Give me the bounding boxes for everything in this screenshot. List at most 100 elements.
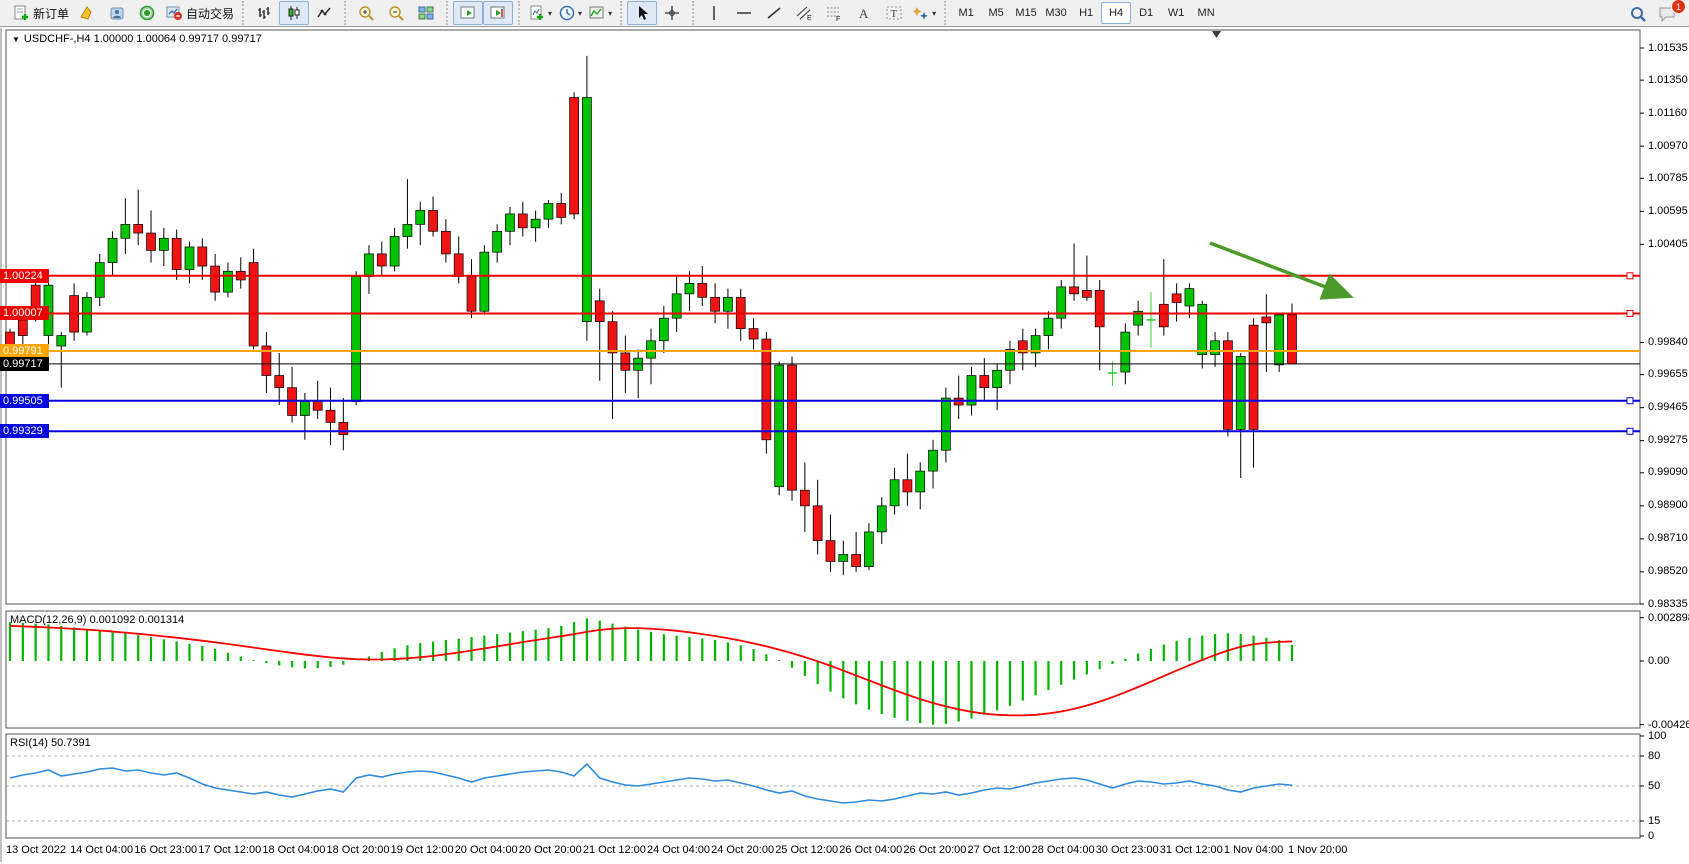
candle-body xyxy=(338,422,349,435)
candle-body xyxy=(210,265,220,293)
rsi-axis-label: 0 xyxy=(1648,829,1655,842)
candle-body xyxy=(1171,293,1182,303)
auto-scroll-button[interactable] xyxy=(453,1,484,25)
chat-badge: 1 xyxy=(1671,0,1686,14)
chart-canvas[interactable] xyxy=(0,28,1689,864)
line-price-label: 1.00007 xyxy=(0,306,49,321)
timeframe-button-m15[interactable]: M15 xyxy=(1015,7,1037,19)
text-icon: A xyxy=(855,4,873,22)
market-watch-button[interactable] xyxy=(72,1,102,25)
line-handle[interactable] xyxy=(1626,397,1634,405)
price-axis-label: 1.01350 xyxy=(1648,73,1688,86)
macd-axis-label: 0.002898 xyxy=(1648,611,1689,624)
candle-body xyxy=(94,262,105,298)
bid-price-label: 0.99717 xyxy=(0,356,49,371)
search-button[interactable] xyxy=(1623,2,1653,26)
data-broadcast-button[interactable] xyxy=(132,1,162,25)
candle-body xyxy=(543,203,554,220)
chart-shift-marker[interactable] xyxy=(1212,31,1221,38)
vertical-line-button[interactable] xyxy=(699,1,729,25)
crosshair-button[interactable] xyxy=(657,1,687,25)
line-handle[interactable] xyxy=(1626,427,1634,435)
templates-button[interactable]: ▾ xyxy=(585,1,615,25)
candle-body xyxy=(915,470,926,493)
timeframe-button-h4[interactable]: H4 xyxy=(1101,2,1132,24)
bar-chart-button[interactable] xyxy=(249,1,279,25)
arrow-annotation[interactable] xyxy=(1209,241,1354,300)
candle-body xyxy=(992,369,1002,389)
text-button[interactable]: A xyxy=(849,1,879,25)
line-price-label: 0.99791 xyxy=(0,344,49,359)
chart-shift-button[interactable] xyxy=(483,1,514,25)
time-axis-label: 30 Oct 23:00 xyxy=(1095,844,1159,856)
bar-chart-icon xyxy=(255,4,273,22)
navigator-button[interactable] xyxy=(102,1,132,25)
time-axis-label: 13 Oct 2022 xyxy=(6,844,66,856)
time-axis-label: 28 Oct 04:00 xyxy=(1031,844,1095,856)
zoom-out-button[interactable] xyxy=(381,1,411,25)
price-axis-label: 1.00595 xyxy=(1648,204,1688,217)
cursor-icon xyxy=(633,4,651,22)
candle-body xyxy=(1158,303,1169,328)
toolbar-group xyxy=(620,1,690,25)
candle-body xyxy=(1261,316,1272,324)
candle-body xyxy=(56,335,67,347)
price-axis-label: 0.98710 xyxy=(1648,532,1688,545)
text-label-button[interactable]: T xyxy=(879,1,909,25)
candle-body xyxy=(530,218,541,229)
toolbar: 新订单 自动交易 ▾ ▾ ▾ E F A T ▾ M1 M5 M15 M30 H1 H4 D1 W1 MN 1 xyxy=(0,0,1689,27)
fibonacci-button[interactable]: F xyxy=(819,1,849,25)
candle-body xyxy=(1017,340,1028,354)
horizontal-line-button[interactable] xyxy=(729,1,759,25)
candle-body xyxy=(671,293,682,319)
timeframe-button-m1[interactable]: M1 xyxy=(958,7,974,19)
line-price-label: 1.00224 xyxy=(0,268,49,283)
arrows-button[interactable]: ▾ xyxy=(909,1,939,25)
indicators-button[interactable]: ▾ xyxy=(525,1,555,25)
periods-icon xyxy=(558,4,576,22)
data-broadcast-icon xyxy=(138,4,156,22)
candle-body xyxy=(1005,349,1015,371)
candle-body xyxy=(415,210,426,225)
cursor-button[interactable] xyxy=(627,1,658,25)
equidistant-channel-icon: E xyxy=(795,4,813,22)
candle-body xyxy=(825,540,836,562)
rsi-indicator-label: RSI(14) 50.7391 xyxy=(10,737,91,749)
line-chart-button[interactable] xyxy=(309,1,339,25)
candle-body xyxy=(864,531,874,567)
timeframe-group: M1 M5 M15 M30 H1 H4 D1 W1 MN xyxy=(944,1,1224,25)
dropdown-caret-icon: ▾ xyxy=(548,8,553,18)
rsi-axis-label: 50 xyxy=(1648,779,1661,792)
tile-windows-button[interactable] xyxy=(411,1,441,25)
candle-body xyxy=(902,479,913,493)
autotrading-button[interactable]: 自动交易 xyxy=(162,1,237,25)
candle-body xyxy=(684,283,695,295)
timeframe-button-d1[interactable]: D1 xyxy=(1139,7,1154,19)
candle-chart-button[interactable] xyxy=(279,1,310,25)
candle-body xyxy=(1043,317,1054,336)
line-handle[interactable] xyxy=(1626,272,1634,280)
candle-body xyxy=(428,210,438,232)
zoom-in-button[interactable] xyxy=(351,1,381,25)
candle-body xyxy=(492,230,503,253)
time-axis-label: 26 Oct 04:00 xyxy=(839,844,903,856)
time-axis-label: 18 Oct 20:00 xyxy=(326,844,390,856)
candle-body xyxy=(184,246,195,270)
timeframe-button-h1[interactable]: H1 xyxy=(1079,7,1094,19)
line-handle[interactable] xyxy=(1626,309,1634,317)
timeframe-button-mn[interactable]: MN xyxy=(1197,7,1215,19)
timeframe-button-m5[interactable]: M5 xyxy=(988,7,1004,19)
timeframe-button-w1[interactable]: W1 xyxy=(1167,7,1185,19)
chat-button[interactable]: 1 xyxy=(1653,0,1686,26)
time-axis-label: 25 Oct 12:00 xyxy=(775,844,839,856)
candle-body xyxy=(774,364,785,488)
trend-line-button[interactable] xyxy=(759,1,789,25)
trend-line-icon xyxy=(765,4,783,22)
new-order-button[interactable]: 新订单 xyxy=(9,1,72,25)
price-axis-label: 1.00405 xyxy=(1648,237,1688,250)
time-axis-label: 24 Oct 20:00 xyxy=(711,844,775,856)
periods-button[interactable]: ▾ xyxy=(555,1,585,25)
timeframe-button-m30[interactable]: M30 xyxy=(1045,7,1067,19)
candle-body xyxy=(325,409,336,423)
equidistant-channel-button[interactable]: E xyxy=(789,1,819,25)
